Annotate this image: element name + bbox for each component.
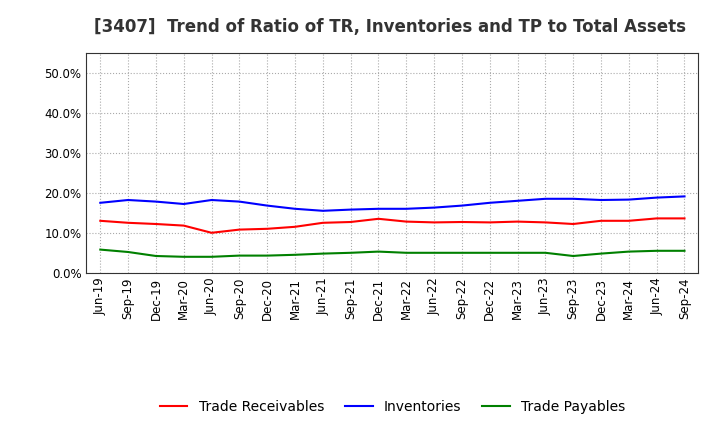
Trade Payables xyxy=(263,253,271,258)
Inventories xyxy=(374,206,383,212)
Trade Receivables xyxy=(346,220,355,225)
Legend: Trade Receivables, Inventories, Trade Payables: Trade Receivables, Inventories, Trade Pa… xyxy=(154,394,631,419)
Trade Payables xyxy=(346,250,355,256)
Inventories xyxy=(430,205,438,210)
Trade Payables xyxy=(402,250,410,256)
Trade Receivables xyxy=(569,221,577,227)
Trade Payables xyxy=(569,253,577,259)
Inventories xyxy=(680,194,689,199)
Trade Payables xyxy=(680,248,689,253)
Trade Receivables xyxy=(597,218,606,224)
Line: Trade Receivables: Trade Receivables xyxy=(100,218,685,233)
Inventories xyxy=(346,207,355,212)
Trade Payables xyxy=(485,250,494,256)
Trade Payables xyxy=(179,254,188,260)
Trade Receivables xyxy=(318,220,327,225)
Trade Payables xyxy=(597,251,606,256)
Trade Receivables xyxy=(235,227,243,232)
Text: [3407]  Trend of Ratio of TR, Inventories and TP to Total Assets: [3407] Trend of Ratio of TR, Inventories… xyxy=(94,18,685,36)
Trade Receivables xyxy=(680,216,689,221)
Trade Receivables xyxy=(402,219,410,224)
Inventories xyxy=(152,199,161,204)
Trade Payables xyxy=(207,254,216,260)
Trade Receivables xyxy=(152,221,161,227)
Trade Payables xyxy=(458,250,467,256)
Trade Payables xyxy=(318,251,327,256)
Trade Payables xyxy=(652,248,661,253)
Trade Receivables xyxy=(124,220,132,225)
Trade Receivables xyxy=(374,216,383,221)
Inventories xyxy=(402,206,410,212)
Trade Payables xyxy=(96,247,104,252)
Inventories xyxy=(458,203,467,208)
Trade Receivables xyxy=(458,220,467,225)
Trade Payables xyxy=(374,249,383,254)
Trade Receivables xyxy=(624,218,633,224)
Inventories xyxy=(624,197,633,202)
Trade Receivables xyxy=(207,230,216,235)
Trade Receivables xyxy=(430,220,438,225)
Inventories xyxy=(263,203,271,208)
Inventories xyxy=(652,195,661,200)
Inventories xyxy=(235,199,243,204)
Trade Receivables xyxy=(652,216,661,221)
Trade Receivables xyxy=(485,220,494,225)
Trade Payables xyxy=(124,249,132,255)
Trade Payables xyxy=(152,253,161,259)
Trade Payables xyxy=(430,250,438,256)
Inventories xyxy=(207,198,216,203)
Trade Payables xyxy=(235,253,243,258)
Trade Payables xyxy=(624,249,633,254)
Trade Payables xyxy=(541,250,550,256)
Inventories xyxy=(291,206,300,212)
Inventories xyxy=(318,208,327,213)
Inventories xyxy=(179,202,188,207)
Trade Payables xyxy=(291,252,300,257)
Inventories xyxy=(597,198,606,203)
Trade Receivables xyxy=(291,224,300,229)
Trade Receivables xyxy=(513,219,522,224)
Line: Trade Payables: Trade Payables xyxy=(100,249,685,257)
Inventories xyxy=(485,200,494,205)
Inventories xyxy=(569,196,577,202)
Inventories xyxy=(96,200,104,205)
Inventories xyxy=(513,198,522,203)
Inventories xyxy=(124,198,132,203)
Inventories xyxy=(541,196,550,202)
Trade Payables xyxy=(513,250,522,256)
Trade Receivables xyxy=(263,226,271,231)
Trade Receivables xyxy=(179,223,188,228)
Line: Inventories: Inventories xyxy=(100,196,685,211)
Trade Receivables xyxy=(96,218,104,224)
Trade Receivables xyxy=(541,220,550,225)
